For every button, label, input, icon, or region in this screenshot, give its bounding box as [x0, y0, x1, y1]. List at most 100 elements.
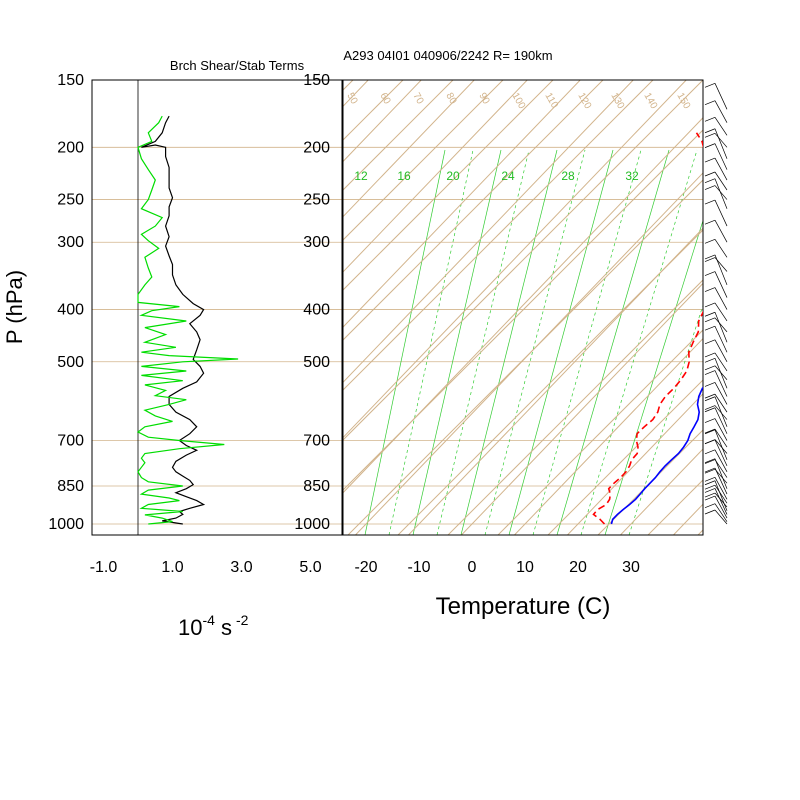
isotherm-line: [343, 80, 369, 108]
y-tick-label: 500: [57, 354, 84, 371]
dry-adiabat-line: [343, 80, 703, 441]
y-tick-label: 250: [57, 192, 84, 209]
y-tick-label-mid: 700: [303, 433, 330, 450]
wind-barb: [714, 83, 728, 110]
wind-barb: [714, 157, 728, 181]
isotherm-line: [343, 80, 634, 384]
skewt-line-labels: 50 60 70 80 90 100 110 120 130 140 150: [344, 91, 692, 111]
wind-barb-flag: [704, 480, 716, 486]
adiabat-label: 60: [377, 91, 392, 107]
wind-barb: [714, 509, 728, 525]
wind-barb: [714, 352, 728, 372]
wind-barb: [714, 317, 728, 333]
wind-barb: [714, 257, 728, 272]
isotherm-line: [354, 172, 703, 535]
wind-barb: [714, 339, 728, 362]
wind-barb: [714, 302, 728, 322]
wind-barb-flag: [704, 370, 716, 375]
wind-barb-flag: [704, 143, 716, 148]
isotherm-line: [343, 80, 581, 328]
wind-barb-flag: [704, 317, 716, 323]
wind-barb: [714, 492, 728, 508]
isotherm-line: [779, 64, 800, 536]
isotherm-line: [0, 64, 278, 536]
wind-barb-flag: [704, 492, 716, 498]
dry-adiabats: [0, 40, 703, 540]
isotherm-line: [343, 117, 703, 494]
wind-barb-flag: [704, 219, 716, 225]
isotherm-line: [566, 393, 703, 535]
y-tick-label-mid: 500: [303, 354, 330, 371]
wind-barb: [714, 370, 728, 397]
y-tick-label-mid: 850: [303, 478, 330, 495]
mixing-ratio-line: [436, 149, 530, 535]
wind-barb: [714, 171, 728, 191]
right-x-tick-labels: -20 -10 0 10 20 30: [354, 559, 640, 576]
skewt-panel: 150 200 250 300 400 500 700 850 1000 -20 -10 0 10 20…: [0, 40, 800, 620]
wind-barb: [714, 429, 728, 460]
wind-barb-flag: [704, 116, 716, 122]
wind-barb-flag: [704, 449, 716, 455]
mixing-ratio-labels: 12 16 20 24 28 32: [354, 169, 639, 183]
wind-barb: [714, 396, 728, 427]
y-tick-label-mid: 250: [303, 192, 330, 209]
isotherm-line: [513, 337, 703, 535]
left-pressure-grid: [92, 79, 342, 525]
wind-barb: [714, 382, 728, 405]
mixing-ratio-line: [628, 304, 703, 535]
dry-adiabat-line: [347, 179, 703, 535]
right-x-axis-label: Temperature (C): [436, 593, 611, 620]
wind-barb-flag: [704, 488, 716, 493]
adiabat-label: 140: [641, 91, 659, 111]
isotherm-line: [343, 80, 422, 163]
right-y-tick-labels: 150 200 250 300 400 500 700 850 1000: [294, 72, 330, 533]
y-tick-label-mid: 400: [303, 302, 330, 319]
mixing-ratio-lines: [364, 149, 703, 535]
mixing-ratio-label: 28: [561, 169, 575, 183]
dry-adiabat-line: [547, 379, 703, 535]
y-tick-label-mid: 1000: [294, 516, 330, 533]
wind-barb: [714, 393, 728, 413]
dry-adiabat-line: [343, 80, 454, 191]
wind-barb: [714, 117, 728, 136]
x-tick-label: 1.0: [161, 559, 183, 576]
wind-barb-flag: [704, 357, 716, 363]
left-panel-title: Brch Shear/Stab Terms: [170, 58, 305, 73]
x-tick-label: -20: [354, 559, 377, 576]
wind-barb-flag: [704, 82, 716, 88]
dry-adiabat-line: [597, 429, 703, 535]
wind-barb: [714, 439, 728, 454]
y-tick-label: 200: [57, 139, 84, 156]
wind-barb: [714, 439, 728, 466]
wind-barb: [714, 458, 728, 489]
isotherm-line: [343, 80, 687, 439]
wind-barb: [714, 468, 728, 484]
x-tick-label: 5.0: [299, 559, 321, 576]
dry-adiabat-line: [0, 40, 293, 540]
isotherm-line: [0, 64, 331, 536]
right-series-lines: [592, 132, 703, 525]
wind-barb-flag: [704, 468, 716, 474]
wind-barb-flag: [704, 257, 716, 262]
isotherm-line: [407, 227, 703, 535]
dry-adiabat-line: [343, 80, 504, 241]
wind-barb-flag: [704, 133, 716, 138]
isotherm-line: [343, 80, 528, 273]
mixing-ratio-line: [508, 149, 614, 535]
mixing-ratio-label: 16: [397, 169, 411, 183]
right-pressure-grid: [343, 79, 703, 525]
wind-barb-flag: [704, 509, 716, 515]
wind-barb-flag: [704, 428, 716, 434]
dry-adiabat-line: [343, 80, 654, 391]
wind-barb-flag: [704, 287, 716, 292]
dry-adiabat-line: [343, 80, 604, 341]
mixing-ratio-label: 20: [446, 169, 460, 183]
skewed-isotherms: [0, 64, 800, 536]
wind-barb: [714, 477, 728, 500]
wind-barb: [714, 365, 728, 381]
dry-adiabat-line: [0, 40, 343, 540]
wind-barb: [714, 449, 728, 472]
mixing-ratio-line: [604, 219, 703, 535]
isotherm-line: [619, 448, 703, 535]
